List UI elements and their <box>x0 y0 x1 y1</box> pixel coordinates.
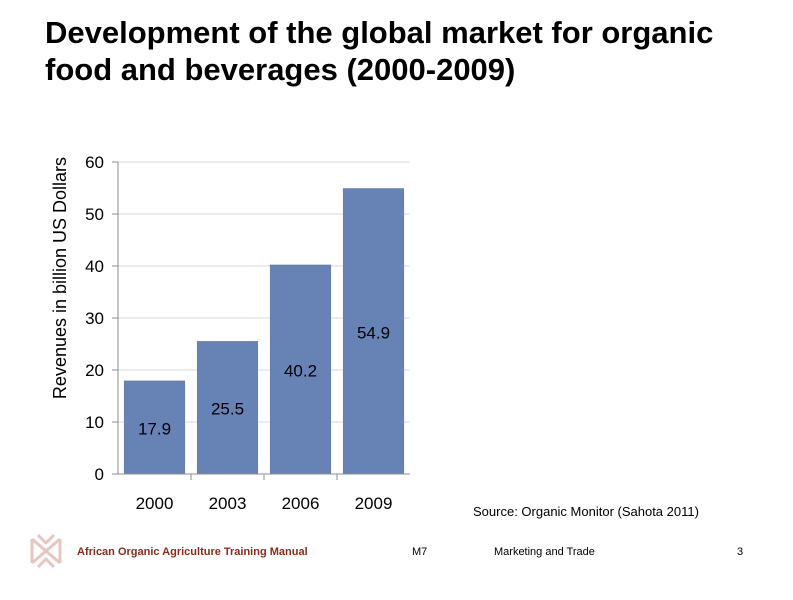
manual-logo-icon <box>30 533 62 569</box>
y-tick-label: 60 <box>85 153 104 172</box>
footer-page-number: 3 <box>737 546 744 558</box>
x-tick-label: 2006 <box>282 494 320 513</box>
bar <box>342 188 405 475</box>
y-axis-label: Revenues in billion US Dollars <box>50 157 70 399</box>
data-label: 25.5 <box>211 400 244 419</box>
bar <box>123 380 186 475</box>
footer-manual-title: African Organic Agriculture Training Man… <box>77 546 308 558</box>
source-note: Source: Organic Monitor (Sahota 2011) <box>473 504 699 519</box>
y-tick-label: 50 <box>85 205 104 224</box>
x-tick-label: 2000 <box>136 494 174 513</box>
data-label: 54.9 <box>357 323 390 342</box>
y-tick-label: 10 <box>85 413 104 432</box>
slide-title-line-2: food and beverages (2000-2009) <box>45 52 516 87</box>
bar <box>269 264 332 475</box>
data-label: 17.9 <box>138 419 171 438</box>
slide-title-line-1: Development of the global market for org… <box>45 15 714 50</box>
x-tick-label: 2009 <box>355 494 393 513</box>
footer-module: M7 <box>412 546 428 558</box>
bar <box>196 341 259 475</box>
slide-title: Development of the global market for org… <box>45 14 765 88</box>
x-tick-label: 2003 <box>209 494 247 513</box>
data-label: 40.2 <box>284 361 317 380</box>
y-tick-label: 0 <box>95 465 104 484</box>
y-tick-label: 30 <box>85 309 104 328</box>
y-tick-label: 40 <box>85 257 104 276</box>
y-tick-label: 20 <box>85 361 104 380</box>
footer-topic: Marketing and Trade <box>494 546 595 558</box>
